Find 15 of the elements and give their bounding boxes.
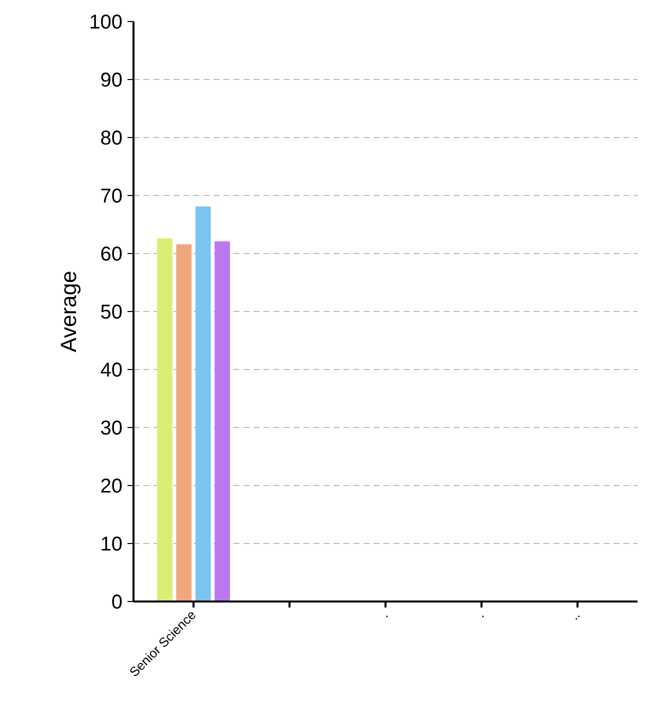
y-tick-label: 50 xyxy=(100,302,123,324)
y-tick-label: 30 xyxy=(100,418,123,440)
y-tick-label: 20 xyxy=(100,476,123,498)
x-tick-label: . xyxy=(474,607,487,620)
y-axis-title: Average xyxy=(56,270,82,352)
y-tick-label: 40 xyxy=(100,360,123,382)
x-tick-label: .. xyxy=(567,607,583,623)
y-tick-label: 0 xyxy=(111,592,122,614)
y-tick-label: 70 xyxy=(100,186,123,208)
y-tick-label: 10 xyxy=(100,534,123,556)
y-tick-label: 100 xyxy=(89,12,123,34)
y-tick-label: 90 xyxy=(100,70,123,92)
x-tick-label: . xyxy=(378,607,391,620)
y-tick-label: 60 xyxy=(100,244,123,266)
y-tick-label: 80 xyxy=(100,128,123,150)
